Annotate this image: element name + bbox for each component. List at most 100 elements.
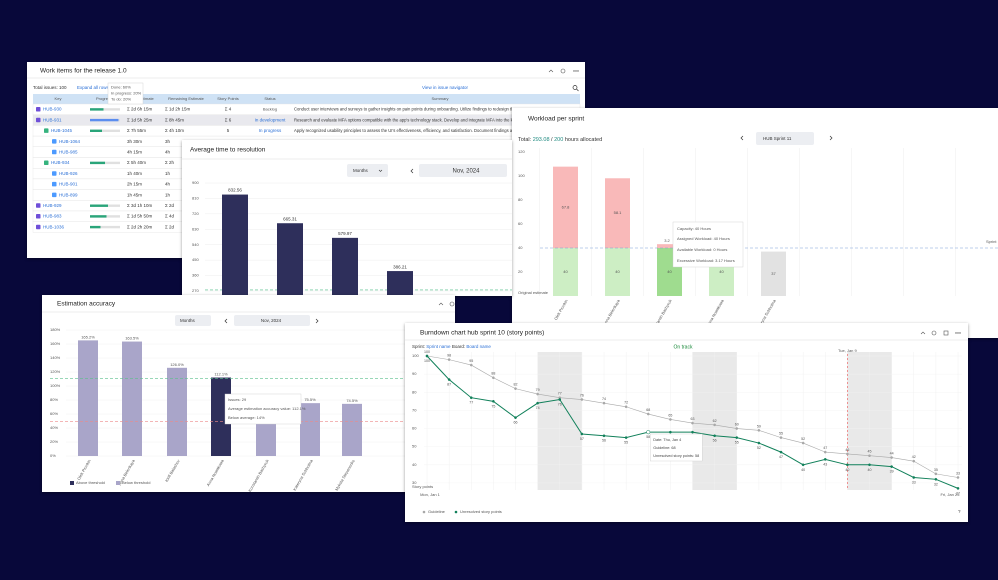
remaining: Σ 2h xyxy=(165,160,175,165)
category-label: Kirill Balashov xyxy=(164,459,181,483)
estimate: Σ 5h 40m xyxy=(127,160,146,165)
y-tick-label: 30 xyxy=(412,480,417,485)
next-button[interactable] xyxy=(315,318,319,324)
point-label: 43 xyxy=(823,462,827,466)
remaining: 4h xyxy=(165,149,171,154)
unresolved-point xyxy=(558,398,562,401)
estimate: Σ 2d 6h 15m xyxy=(127,107,153,112)
column-header: Status xyxy=(264,96,275,101)
unresolved-point xyxy=(801,463,805,467)
tooltip-text: Average estimation accuracy value: 112.1… xyxy=(228,406,306,411)
y-axis-label: Story points xyxy=(412,484,433,489)
y-tick-label: 80 xyxy=(518,197,523,202)
board-name[interactable]: Board name xyxy=(466,344,491,349)
status: In progress xyxy=(259,128,282,133)
period-select[interactable] xyxy=(347,164,388,177)
value-label: 40 xyxy=(615,269,620,274)
value-label: 386.21 xyxy=(393,264,407,269)
category-label: Konstantin Bashyruk xyxy=(247,459,270,492)
guideline-point xyxy=(646,412,650,416)
remaining: Σ 4d xyxy=(165,214,175,219)
unresolved-point xyxy=(580,432,584,436)
point-label: 76 xyxy=(558,402,562,406)
prev-button[interactable] xyxy=(740,135,744,141)
search-icon[interactable] xyxy=(572,85,579,92)
separator: / xyxy=(551,137,553,143)
point-label: 68 xyxy=(646,408,650,412)
point-label: 52 xyxy=(757,446,761,450)
guideline-point xyxy=(823,450,827,454)
next-button[interactable] xyxy=(829,135,833,141)
sprint-name[interactable]: Sprint name xyxy=(426,344,451,349)
burndown-tooltip xyxy=(650,433,703,462)
resolution-view: Average time to resolution Months Nov, 2… xyxy=(182,147,512,296)
point-label: 79 xyxy=(536,388,540,392)
unresolved-point xyxy=(779,450,783,454)
point-label: 65 xyxy=(668,413,672,417)
bar xyxy=(387,271,413,296)
column-header: Story Points xyxy=(217,96,239,101)
y-tick-label: 20 xyxy=(518,269,523,274)
estimate: 3h 30m xyxy=(127,139,142,144)
help-icon[interactable]: ? xyxy=(958,509,961,514)
point-label: 42 xyxy=(912,455,916,459)
sprint-select[interactable] xyxy=(756,132,814,145)
unresolved-point xyxy=(934,477,938,481)
bar xyxy=(332,237,358,296)
issue-key: HUB-934 xyxy=(51,160,70,165)
expand-link[interactable]: Expand all rows xyxy=(77,85,110,90)
column-header: Progress xyxy=(96,96,112,101)
issue-key: HUB-901 xyxy=(59,182,78,187)
issue-key: HUB-929 xyxy=(43,203,62,208)
issue-icon xyxy=(52,149,57,155)
progress-tooltip xyxy=(107,82,144,105)
issue-key: HUB-931 xyxy=(43,117,62,122)
point-label: 66 xyxy=(514,421,518,425)
prev-button[interactable] xyxy=(410,168,414,174)
category-label: Olek Pronkin xyxy=(553,299,569,321)
y-tick-label: 630 xyxy=(192,226,199,231)
unresolved-point xyxy=(846,463,849,467)
y-tick-label: 450 xyxy=(192,257,199,262)
category-label: Mykola Stepanenko xyxy=(334,458,356,492)
value-label: 74.5% xyxy=(346,398,358,403)
value-label: 3.2 xyxy=(664,238,670,243)
period-select[interactable] xyxy=(175,315,211,326)
issue-icon xyxy=(44,160,49,165)
issue-icon xyxy=(52,171,57,176)
date: Nov, 2024 xyxy=(453,169,481,175)
point-label: 74 xyxy=(536,406,540,410)
navigator-link[interactable]: View in issue navigator xyxy=(422,85,468,90)
board-label: Board: xyxy=(452,344,465,349)
summary: Conduct user interviews and surveys to g… xyxy=(294,107,514,112)
estimation-view: Estimation accuracy Months Nov, 2024 0% 2… xyxy=(42,301,455,492)
progress-bar xyxy=(90,129,102,132)
y-tick-label: 80% xyxy=(50,397,58,402)
issue-icon xyxy=(52,192,57,198)
point-label: 40 xyxy=(845,468,849,472)
point-label: 59 xyxy=(757,424,761,428)
y-tick-label: 270 xyxy=(192,288,199,293)
remaining: 4h xyxy=(165,182,171,187)
tooltip-text: Capacity: 40 Hours xyxy=(677,226,711,231)
unresolved-point xyxy=(691,430,694,434)
guideline-point xyxy=(956,476,960,479)
unit: hours allocated xyxy=(565,137,602,143)
status: On track xyxy=(674,344,693,350)
remaining: 1h xyxy=(165,192,171,197)
prev-button[interactable] xyxy=(224,318,228,324)
unresolved-point xyxy=(602,434,606,438)
point-label: 39 xyxy=(890,470,894,474)
y-tick-label: 120 xyxy=(518,149,525,154)
point-label: 58 xyxy=(646,435,650,439)
point-label: 47 xyxy=(823,446,827,450)
unresolved-point xyxy=(890,465,893,468)
unresolved-point xyxy=(823,458,827,461)
estimate: Σ 2d 2h 20m xyxy=(127,224,153,229)
panel-title: Work items for the release 1.0 xyxy=(40,68,127,75)
panel-title: Workload per sprint xyxy=(528,116,584,123)
issue-icon xyxy=(36,224,41,230)
issue-key: HUB-1045 xyxy=(51,128,73,133)
legend-dot xyxy=(454,510,458,514)
